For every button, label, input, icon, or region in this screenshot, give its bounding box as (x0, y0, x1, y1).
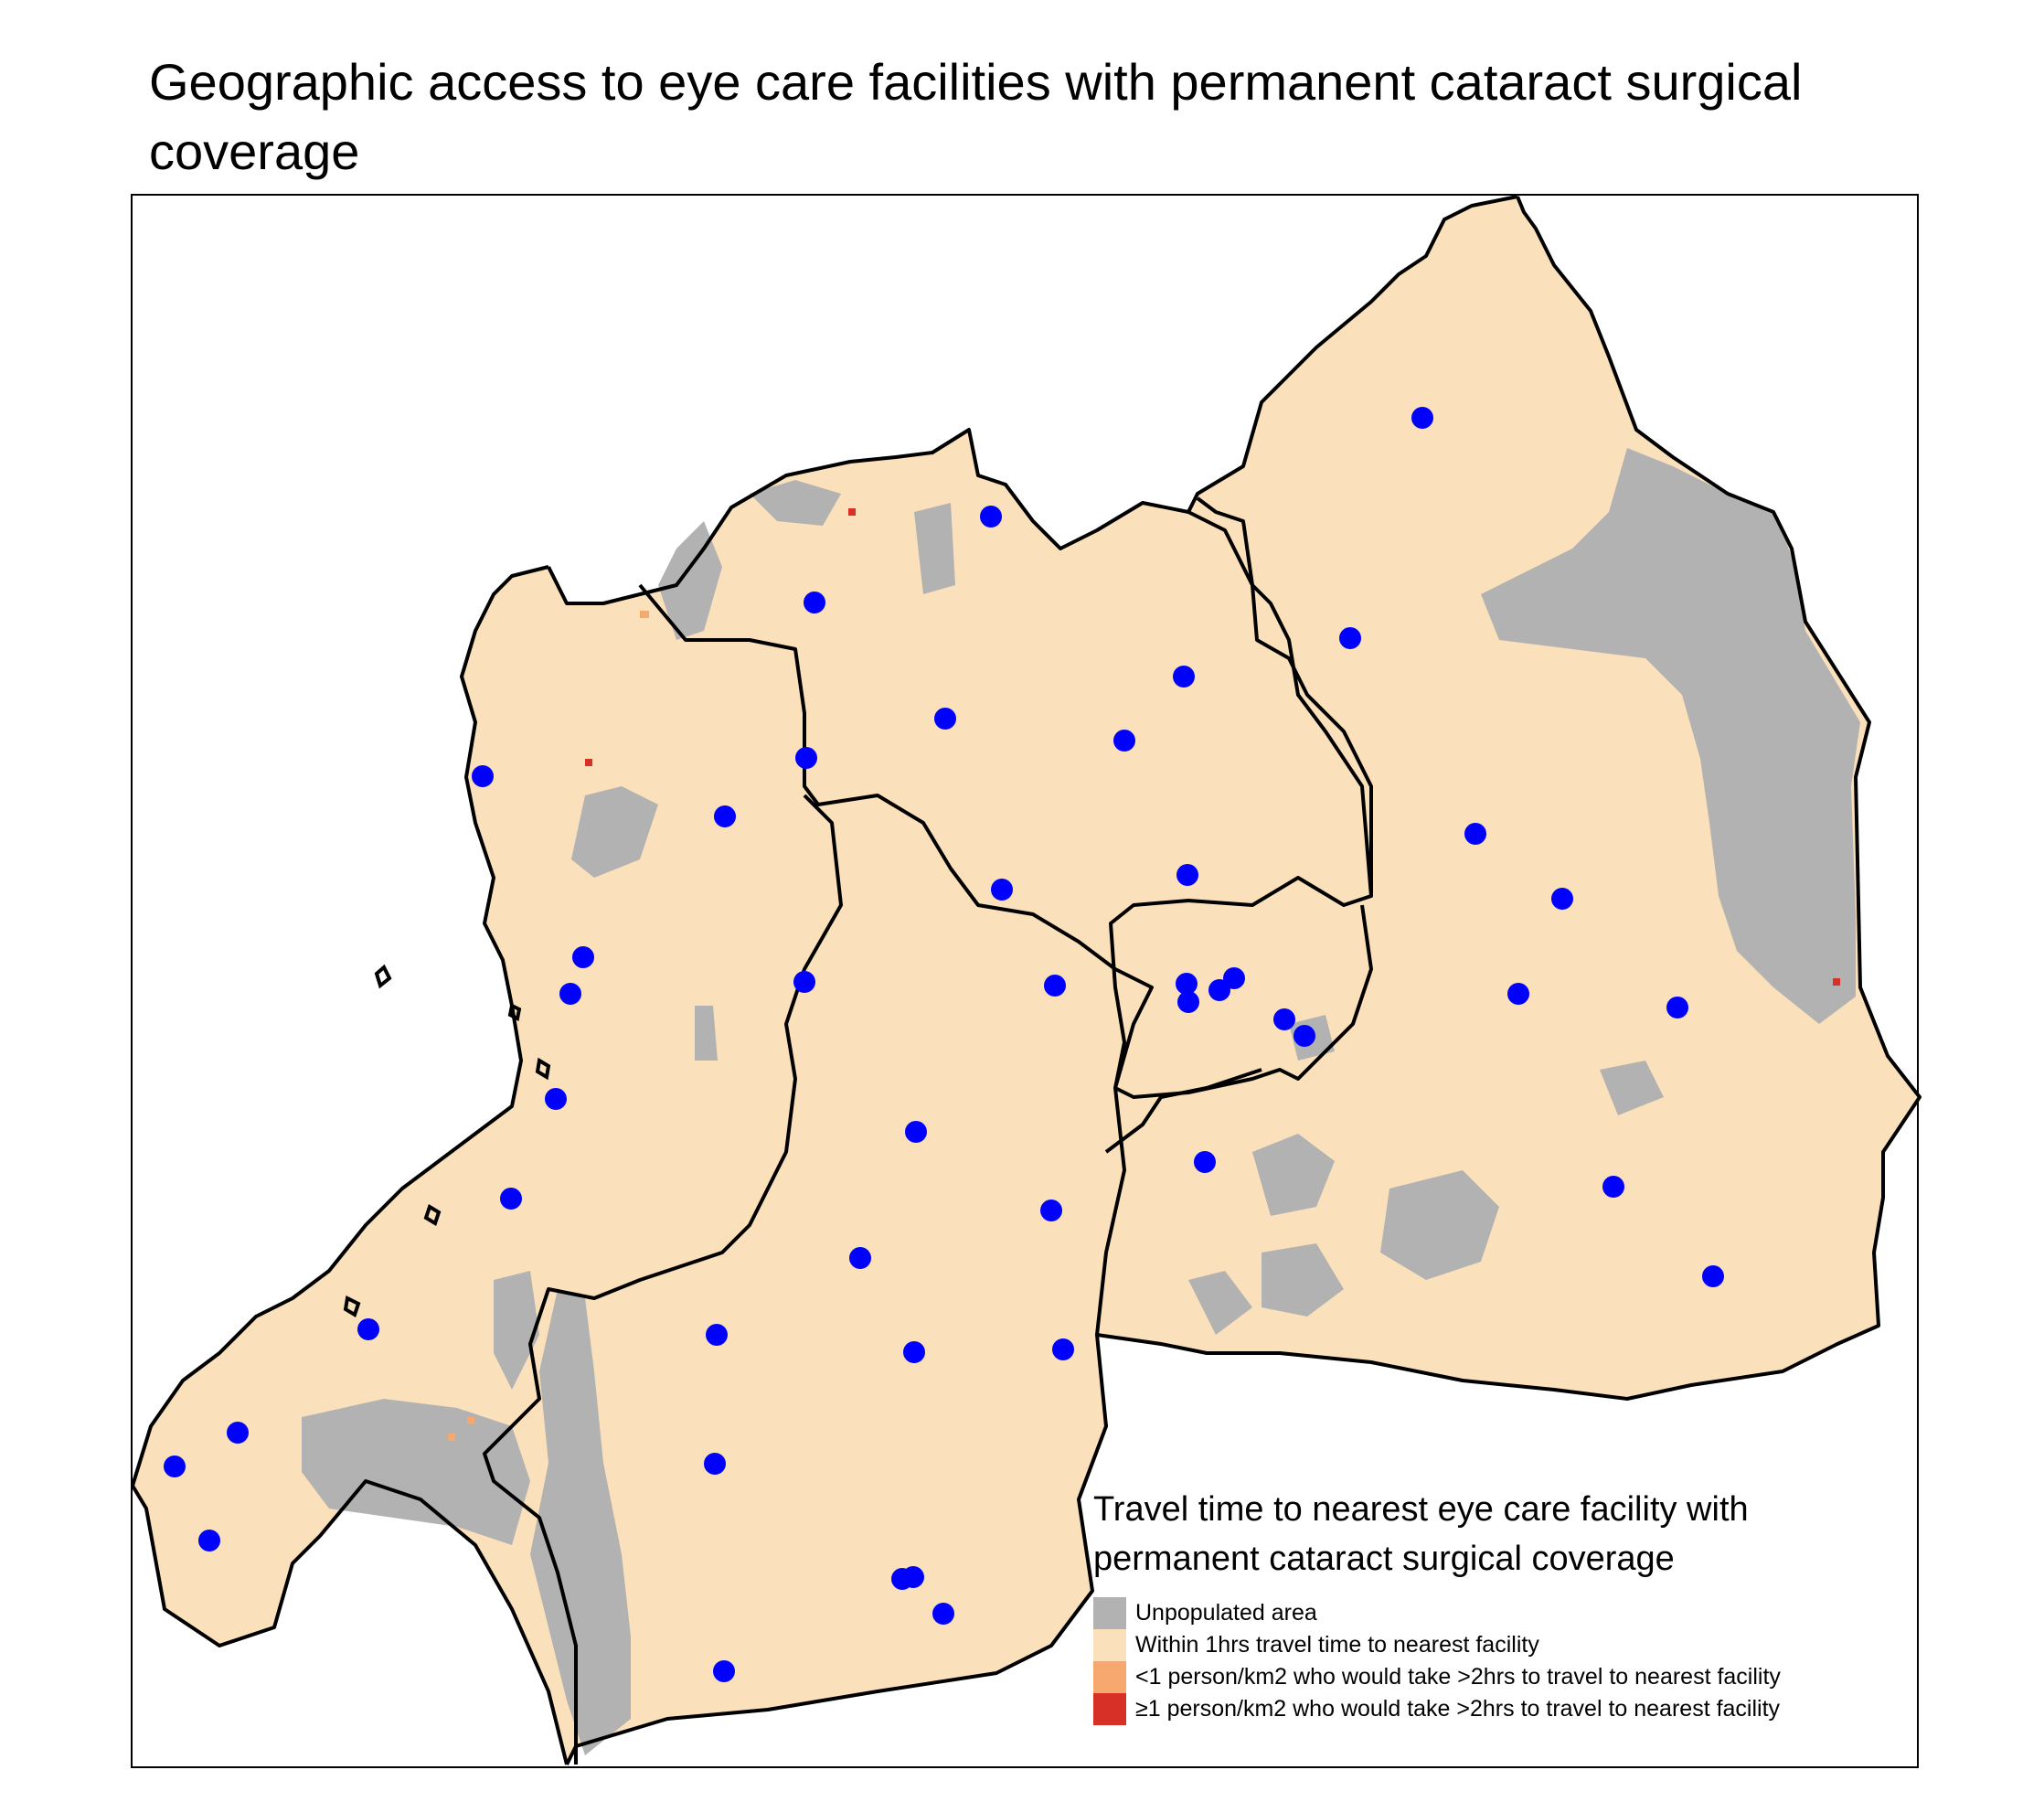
facility-point (1176, 864, 1198, 886)
facility-points (164, 407, 1724, 1682)
unpopulated-areas (302, 448, 1860, 1755)
boundaries (131, 195, 1922, 1765)
facility-point (572, 946, 594, 968)
facility-point (795, 747, 817, 769)
legend-swatch (1093, 1660, 1126, 1693)
legend-label: Within 1hrs travel time to nearest facil… (1135, 1631, 1539, 1658)
facility-point (1339, 627, 1361, 649)
facility-point (1052, 1338, 1074, 1360)
facility-point (1507, 983, 1529, 1005)
legend-label: Unpopulated area (1135, 1599, 1317, 1626)
facility-point (1113, 730, 1135, 752)
facility-point (164, 1455, 186, 1477)
facility-point (704, 1453, 726, 1475)
facility-point (198, 1530, 220, 1551)
facility-point (713, 1660, 735, 1682)
facility-point (1273, 1008, 1295, 1030)
facility-point (991, 879, 1013, 901)
legend-swatch (1093, 1596, 1126, 1629)
facility-point (357, 1318, 379, 1340)
facility-point (934, 708, 956, 730)
legend-item-low-density-over-2hrs: <1 person/km2 who would take >2hrs to tr… (1093, 1660, 1898, 1693)
facility-point (545, 1088, 567, 1110)
travel-time-hotspots (448, 508, 1840, 1441)
facility-point (902, 1566, 924, 1588)
facility-point (1411, 407, 1433, 429)
facility-point (1176, 973, 1198, 995)
facility-point (1602, 1176, 1624, 1198)
facility-point (559, 983, 581, 1005)
facility-point (1666, 997, 1688, 1018)
facility-point (1223, 967, 1245, 989)
facility-point (714, 805, 736, 827)
facility-point (980, 506, 1002, 528)
facility-point (1208, 979, 1230, 1001)
facility-point (905, 1121, 927, 1143)
facility-point (903, 1341, 925, 1363)
facility-point (1551, 888, 1573, 910)
facility-point (1464, 823, 1486, 845)
legend-title: Travel time to nearest eye care facility… (1093, 1490, 1749, 1578)
facility-point (472, 765, 494, 787)
facility-point (932, 1603, 954, 1625)
facility-point (849, 1247, 871, 1269)
facility-point (804, 592, 825, 613)
facility-point (1194, 1151, 1216, 1173)
legend-item-high-density-over-2hrs: ≥1 person/km2 who would take >2hrs to tr… (1093, 1692, 1898, 1725)
facility-point (1293, 1025, 1315, 1047)
facility-point (706, 1324, 728, 1346)
legend-swatch (1093, 1692, 1126, 1725)
legend-item-within-1hr: Within 1hrs travel time to nearest facil… (1093, 1628, 1898, 1661)
legend-swatch (1093, 1628, 1126, 1661)
lake-islands (343, 964, 551, 1317)
facility-point (500, 1188, 522, 1210)
facility-point (793, 971, 815, 993)
legend-item-unpopulated: Unpopulated area (1093, 1596, 1898, 1629)
map-title: Geographic access to eye care facilities… (149, 53, 1803, 181)
facility-point (1040, 1200, 1062, 1221)
map-legend: Travel time to nearest eye care facility… (1093, 1486, 1898, 1725)
facility-point (1044, 975, 1066, 997)
facility-point (227, 1422, 249, 1444)
legend-label: ≥1 person/km2 who would take >2hrs to tr… (1135, 1695, 1781, 1722)
facility-point (1702, 1265, 1724, 1287)
facility-point (1177, 991, 1199, 1013)
legend-label: <1 person/km2 who would take >2hrs to tr… (1135, 1663, 1781, 1690)
facility-point (1173, 666, 1195, 688)
